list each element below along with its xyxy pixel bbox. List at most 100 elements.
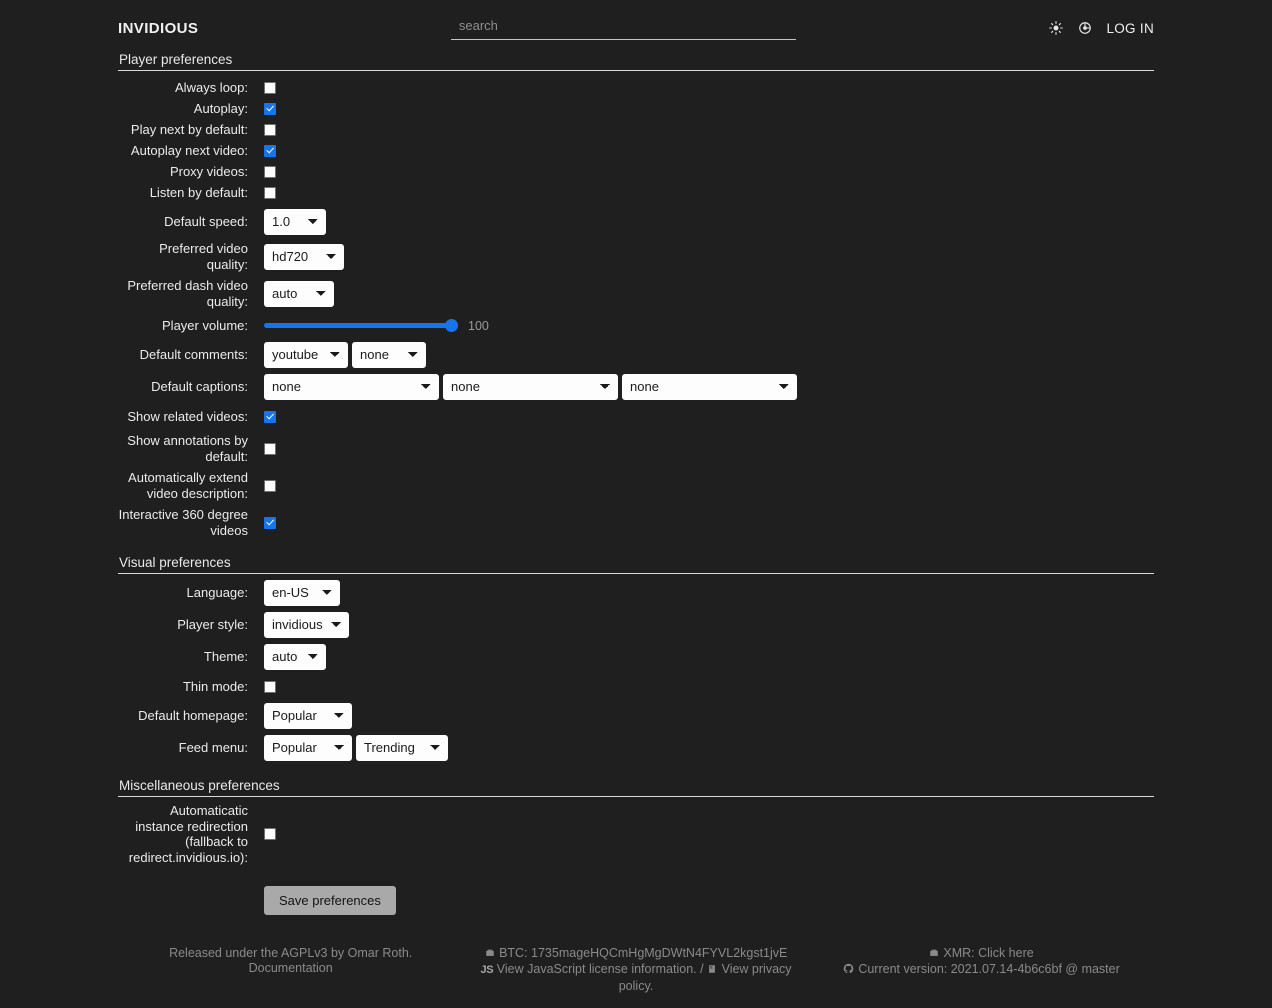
checkbox-extend-description[interactable] <box>264 479 276 492</box>
money-icon <box>485 947 495 962</box>
github-icon <box>843 963 854 978</box>
search-input[interactable] <box>450 16 796 40</box>
select-default-comments-2[interactable]: none <box>352 342 426 368</box>
checkbox-autoplay-next[interactable] <box>264 144 276 157</box>
pref-row-theme: Theme: auto <box>118 644 1154 670</box>
select-default-captions-3[interactable]: none <box>622 374 797 400</box>
footer-js-license-link[interactable]: View JavaScript license information. <box>496 962 697 977</box>
label-theme: Theme: <box>203 649 248 665</box>
preferences-content: Player preferences Always loop: Autoplay… <box>0 52 1272 915</box>
checkbox-autoplay[interactable] <box>264 102 276 115</box>
footer-privacy-link[interactable]: View privacy policy. <box>618 962 792 993</box>
slider-player-volume[interactable] <box>264 323 458 328</box>
book-icon <box>707 963 717 978</box>
navbar-actions: LOG IN <box>1048 20 1154 36</box>
label-player-volume: Player volume: <box>162 317 248 333</box>
label-thin-mode: Thin mode: <box>182 678 248 694</box>
label-default-homepage: Default homepage: <box>138 708 248 724</box>
pref-row-default-speed: Default speed: 1.0 <box>118 209 1154 235</box>
label-autoplay-next: Autoplay next video: <box>130 142 248 158</box>
checkbox-listen-default[interactable] <box>264 186 276 199</box>
save-preferences-wrap: Save preferences <box>118 886 1154 915</box>
pref-row-feed-menu: Feed menu: Popular Trending <box>118 735 1154 761</box>
footer-xmr-link[interactable]: XMR: Click here <box>943 945 1034 960</box>
label-always-loop: Always loop: <box>175 79 248 95</box>
checkbox-interactive-360[interactable] <box>264 516 276 529</box>
pref-row-listen-default: Listen by default: <box>118 182 1154 203</box>
section-title-player: Player preferences <box>118 52 1154 71</box>
pref-row-default-captions: Default captions: none none none <box>118 374 1154 400</box>
pref-row-thin-mode: Thin mode: <box>118 676 1154 697</box>
label-listen-default: Listen by default: <box>149 184 248 200</box>
label-player-style: Player style: <box>177 617 248 633</box>
pref-row-play-next: Play next by default: <box>118 119 1154 140</box>
pref-row-autoplay-next: Autoplay next video: <box>118 140 1154 161</box>
select-default-comments-1[interactable]: youtube <box>264 342 348 368</box>
player-volume-value: 100 <box>468 318 489 333</box>
select-feed-menu-1[interactable]: Popular <box>264 735 352 761</box>
pref-row-interactive-360: Interactive 360 degree videos <box>118 507 1154 538</box>
select-default-captions-2[interactable]: none <box>443 374 618 400</box>
footer-separator: / <box>700 962 704 977</box>
checkbox-play-next[interactable] <box>264 123 276 136</box>
select-default-homepage[interactable]: Popular <box>264 703 352 729</box>
label-extend-description: Automatically extend video description: <box>128 470 248 501</box>
section-title-misc: Miscellaneous preferences <box>118 778 1154 797</box>
checkbox-always-loop[interactable] <box>264 81 276 94</box>
checkbox-thin-mode[interactable] <box>264 680 276 693</box>
pref-row-extend-description: Automatically extend video description: <box>118 470 1154 501</box>
label-show-related: Show related videos: <box>127 408 248 424</box>
pref-row-always-loop: Always loop: <box>118 77 1154 98</box>
select-preferred-dash-quality[interactable]: auto <box>264 280 334 307</box>
footer-btc-link[interactable]: BTC: 1735mageHQCmHgMgDWtN4FYVL2kgst1jvE <box>499 945 788 960</box>
pref-row-auto-redirect: Automaticatic instance redirection (fall… <box>118 803 1154 865</box>
select-theme[interactable]: auto <box>264 644 326 670</box>
login-link[interactable]: LOG IN <box>1106 20 1154 36</box>
navbar: INVIDIOUS <box>0 0 1272 52</box>
gear-icon[interactable] <box>1077 20 1093 36</box>
label-play-next: Play next by default: <box>130 121 248 137</box>
pref-row-show-annotations: Show annotations by default: <box>118 433 1154 464</box>
pref-row-proxy-videos: Proxy videos: <box>118 161 1154 182</box>
pref-row-default-homepage: Default homepage: Popular <box>118 703 1154 729</box>
label-default-speed: Default speed: <box>164 214 248 230</box>
label-feed-menu: Feed menu: <box>178 740 248 756</box>
search-bar <box>198 16 1048 40</box>
pref-row-player-style: Player style: invidious <box>118 612 1154 638</box>
footer-version-link[interactable]: Current version: 2021.07.14-4b6c6bf @ ma… <box>858 962 1120 977</box>
label-preferred-quality: Preferred video quality: <box>159 241 248 272</box>
save-preferences-button[interactable]: Save preferences <box>264 886 396 915</box>
label-interactive-360: Interactive 360 degree videos <box>118 507 248 538</box>
checkbox-show-annotations[interactable] <box>264 442 276 455</box>
checkbox-auto-instance-redirect[interactable] <box>264 828 276 840</box>
label-language: Language: <box>186 585 248 601</box>
sun-icon[interactable] <box>1048 20 1064 36</box>
select-default-captions-1[interactable]: none <box>264 374 439 400</box>
pref-row-default-comments: Default comments: youtube none <box>118 342 1154 368</box>
label-auto-redirect: Automaticatic instance redirection (fall… <box>128 803 248 865</box>
footer-license-text: Released under the AGPLv3 by Omar Roth. <box>169 945 413 960</box>
footer-col-right: XMR: Click here Current version: 2021.07… <box>809 946 1154 994</box>
label-default-comments: Default comments: <box>139 347 248 363</box>
label-preferred-dash: Preferred dash video quality: <box>127 278 248 309</box>
pref-row-language: Language: en-US <box>118 580 1154 606</box>
footer: Released under the AGPLv3 by Omar Roth. … <box>0 946 1272 994</box>
label-proxy-videos: Proxy videos: <box>169 163 248 179</box>
select-language[interactable]: en-US <box>264 580 340 606</box>
select-player-style[interactable]: invidious <box>264 612 349 638</box>
checkbox-proxy-videos[interactable] <box>264 165 276 178</box>
js-badge-icon: JS <box>480 964 494 977</box>
pref-row-player-volume: Player volume: 100 <box>118 315 1154 336</box>
section-title-visual: Visual preferences <box>118 555 1154 574</box>
checkbox-show-related-videos[interactable] <box>264 410 276 423</box>
label-show-annotations: Show annotations by default: <box>127 433 248 464</box>
select-preferred-quality[interactable]: hd720 <box>264 243 344 270</box>
pref-row-preferred-dash: Preferred dash video quality: auto <box>118 278 1154 309</box>
footer-documentation-link[interactable]: Documentation <box>248 961 333 976</box>
brand-logo[interactable]: INVIDIOUS <box>118 19 199 37</box>
money-icon <box>929 947 939 962</box>
select-default-speed[interactable]: 1.0 <box>264 209 326 235</box>
select-feed-menu-2[interactable]: Trending <box>356 735 448 761</box>
pref-row-autoplay: Autoplay: <box>118 98 1154 119</box>
